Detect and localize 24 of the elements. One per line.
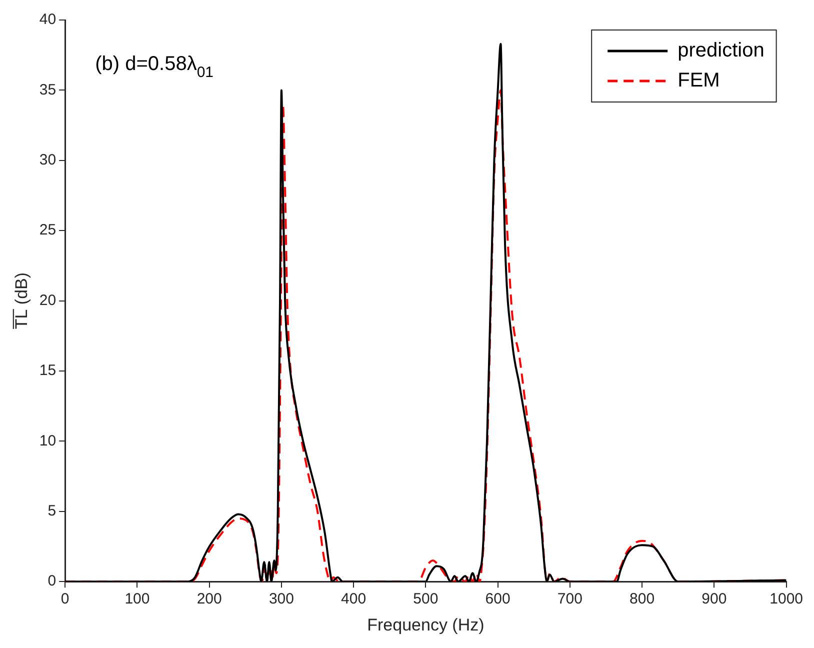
- x-tick-label: 1000: [770, 590, 804, 608]
- x-tick-label: 300: [268, 590, 294, 608]
- y-tick-label: 0: [48, 572, 56, 590]
- y-tick-label: 15: [39, 362, 56, 380]
- y-tick-label: 40: [39, 11, 56, 28]
- y-tick-label: 30: [39, 152, 56, 169]
- y-tick-label: 25: [39, 222, 56, 239]
- x-tick-label: 600: [485, 590, 510, 608]
- y-tick-label: 20: [39, 292, 56, 309]
- y-tick-label: 35: [39, 81, 56, 98]
- x-tick-label: 700: [557, 590, 582, 608]
- x-axis-title: Frequency (Hz): [367, 615, 484, 634]
- y-axis-title: T̅L̅ (dB): [12, 272, 31, 330]
- x-tick-label: 800: [630, 590, 655, 608]
- x-tick-label: 400: [341, 590, 366, 608]
- x-tick-label: 500: [413, 590, 438, 608]
- y-tick-label: 5: [48, 502, 56, 520]
- y-tick-label: 10: [39, 432, 56, 450]
- legend-label: prediction: [678, 40, 764, 62]
- x-tick-label: 900: [702, 590, 727, 608]
- legend-label: FEM: [678, 70, 720, 92]
- x-tick-label: 200: [196, 590, 222, 608]
- x-tick-label: 100: [124, 590, 150, 608]
- x-tick-label: 0: [60, 590, 70, 608]
